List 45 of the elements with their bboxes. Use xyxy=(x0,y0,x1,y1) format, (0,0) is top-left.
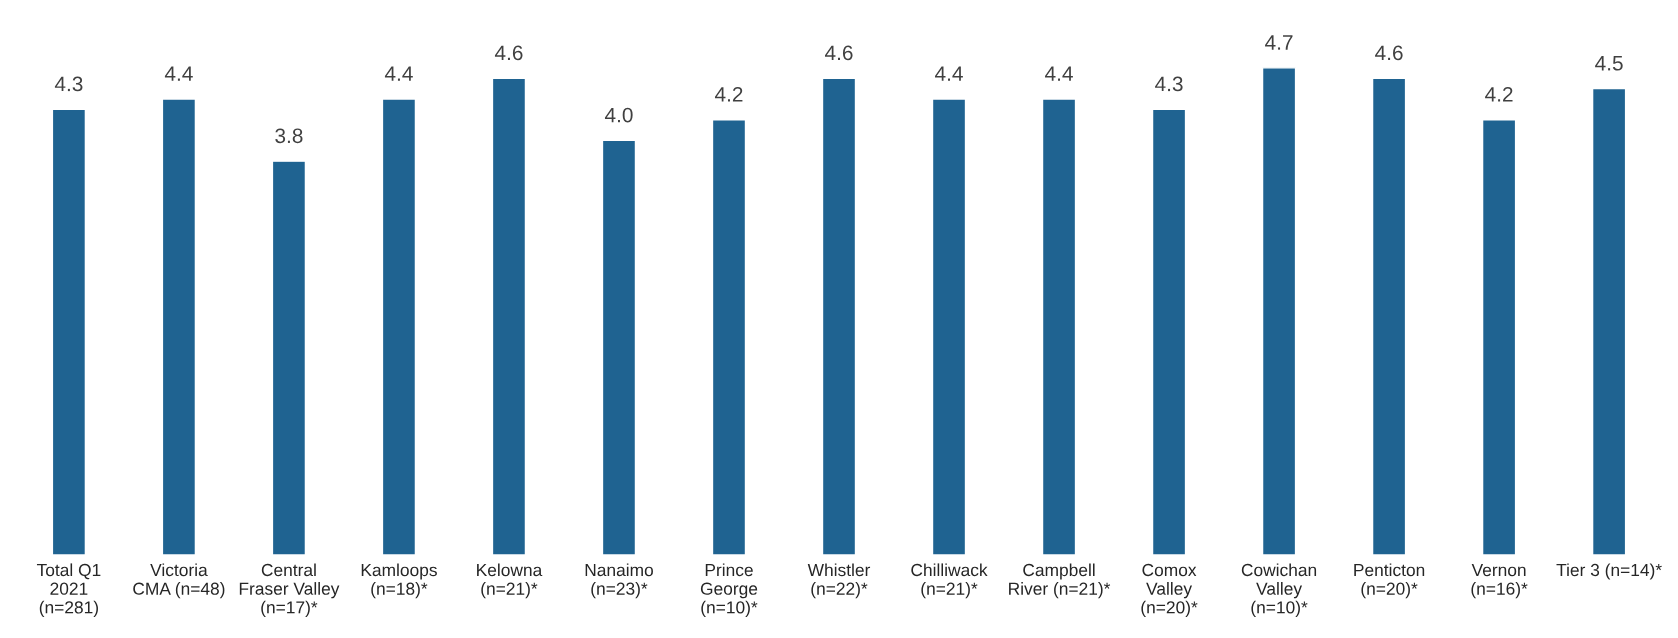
data-label: 4.3 xyxy=(54,76,83,92)
data-label: 4.2 xyxy=(714,86,743,102)
bar xyxy=(381,98,417,556)
bar xyxy=(1591,87,1627,556)
x-tick-label: Penticton (n=20)* xyxy=(1354,563,1425,599)
data-label: 4.6 xyxy=(825,45,853,61)
bar xyxy=(1481,118,1517,556)
data-label: 4.0 xyxy=(604,107,633,123)
bar xyxy=(1371,77,1407,556)
x-tick-label: Nanaimo (n=23)* xyxy=(585,563,653,599)
data-label: 4.4 xyxy=(164,66,193,81)
bar xyxy=(1041,98,1077,556)
x-tick-label: Tier 3 (n=14)* xyxy=(1556,563,1662,580)
data-label: 4.4 xyxy=(1045,66,1073,81)
x-tick-label: Chilliwack (n=21)* xyxy=(911,563,988,599)
data-label: 4.6 xyxy=(1375,45,1403,61)
data-label: 4.7 xyxy=(1265,35,1293,50)
bar xyxy=(931,98,967,556)
x-tick-label: Kamloops (n=18)* xyxy=(361,563,437,599)
bar xyxy=(601,139,637,556)
bar xyxy=(1261,67,1297,556)
x-tick-label: Victoria CMA (n=48) xyxy=(133,563,225,599)
bar xyxy=(161,98,197,556)
data-label: 3.8 xyxy=(275,128,303,144)
x-tick-label: Vernon (n=16)* xyxy=(1471,564,1528,599)
x-tick-label: Campbell River (n=21)* xyxy=(1009,563,1111,599)
x-tick-label: Total Q1 2021 (n=281) xyxy=(36,563,101,617)
data-label: 4.3 xyxy=(1155,76,1183,92)
x-tick-label: Comox Valley (n=20)* xyxy=(1141,563,1198,617)
x-tick-label: Whistler (n=22)* xyxy=(807,563,871,599)
data-label: 4.2 xyxy=(1485,86,1513,102)
bar xyxy=(51,108,87,556)
bar xyxy=(271,160,307,556)
x-tick-label: Kelowna (n=21)* xyxy=(477,563,543,599)
data-label: 4.6 xyxy=(494,45,523,61)
data-label: 4.4 xyxy=(935,66,963,81)
x-tick-label: Central Fraser Valley (n=17)* xyxy=(239,563,340,617)
x-tick-label: Cowichan Valley (n=10)* xyxy=(1241,563,1317,617)
x-tick-label: Prince George (n=10)* xyxy=(700,563,758,617)
bar xyxy=(821,77,857,556)
bar xyxy=(1151,108,1187,556)
bar xyxy=(491,77,527,556)
data-label: 4.4 xyxy=(384,66,413,81)
data-label: 4.5 xyxy=(1595,56,1623,71)
bar xyxy=(711,118,747,556)
